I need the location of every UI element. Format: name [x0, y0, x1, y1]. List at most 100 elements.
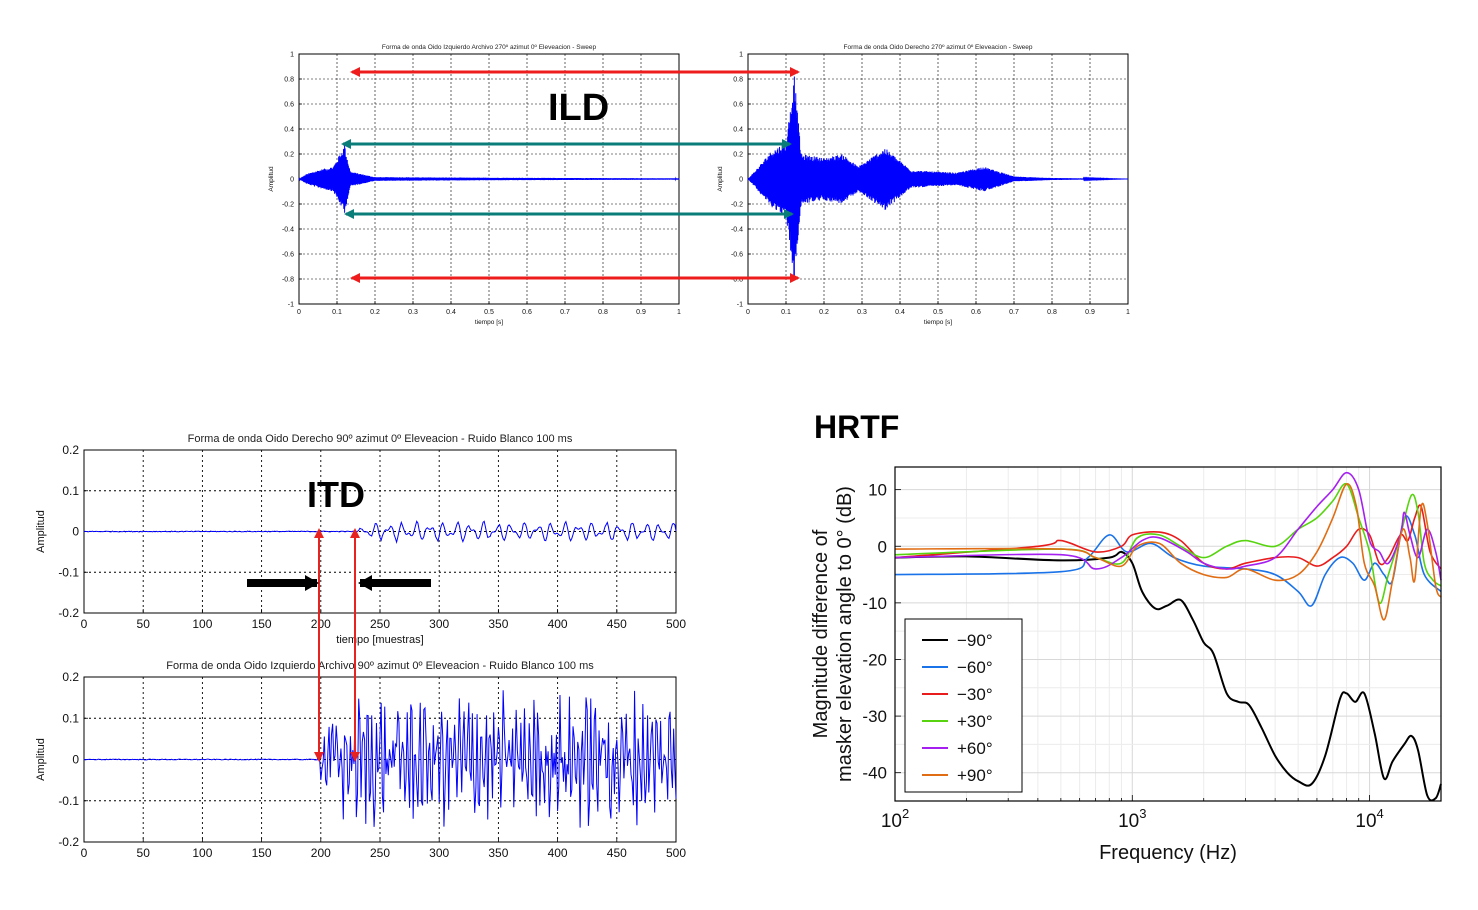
x-tick-base: 10 [1355, 811, 1376, 832]
x-tick-label: 0.9 [636, 309, 646, 316]
y-tick-label: 0.1 [62, 484, 79, 498]
y-tick-label: 0.2 [733, 151, 743, 158]
x-tick-label: 350 [488, 846, 508, 860]
x-tick-label: 103 [1118, 806, 1146, 832]
series-line [894, 550, 1442, 802]
series-line [894, 482, 1442, 605]
legend-label: +60° [957, 739, 993, 758]
plot-frame [894, 466, 1442, 802]
y-tick-label: 0.1 [62, 711, 79, 725]
y-axis-label: Amplitud [35, 738, 47, 781]
x-tick-label: 0 [297, 309, 301, 316]
x-tick-label: 0.5 [484, 309, 494, 316]
x-tick-label: 250 [370, 846, 390, 860]
y-tick-label: 0 [878, 537, 887, 556]
chart-title: Forma de onda Oido Derecho 90º azimut 0º… [188, 433, 573, 445]
y-tick-label: -0.6 [282, 251, 294, 258]
x-tick-label: 0.8 [1047, 309, 1057, 316]
x-tick-label: 0.2 [819, 309, 829, 316]
x-tick-label: 200 [311, 617, 331, 631]
sweep-left-chart: 0 0.1 0.2 0.3 0.4 0.5 0.6 0.7 0.8 0.9 1 1 0.8 0.6 0.4 0… [268, 44, 681, 326]
hrtf-label: HRTF [814, 409, 899, 445]
x-tick-label: 250 [370, 617, 390, 631]
y-tick-label: -0.1 [58, 794, 79, 808]
x-tick-label: 150 [252, 846, 272, 860]
y-tick-label: 0 [290, 176, 294, 183]
chart-title: Forma de onda Oido Izquierdo Archivo 90º… [166, 660, 594, 672]
legend-label: +30° [957, 712, 993, 731]
x-tick-label: 0 [81, 846, 88, 860]
y-tick-label: -30 [862, 707, 887, 726]
chart-title: Forma de onda Oido Izquierdo Archivo 270… [382, 44, 597, 51]
y-tick-label: 0.2 [62, 670, 79, 684]
sweep-right-chart: 0 0.1 0.2 0.3 0.4 0.5 0.6 0.7 0.8 0.9 1 1 0.8 0.6 0.4 0… [717, 44, 1130, 326]
x-tick-label: 0 [746, 309, 750, 316]
y-tick-label: -40 [862, 764, 887, 783]
y-tick-label: 10 [868, 481, 887, 500]
x-axis-label: tiempo [muestras] [336, 634, 423, 646]
y-axis-label-line: Magnitude difference of [810, 529, 832, 738]
legend-label: +90° [957, 766, 993, 785]
legend-label: −30° [957, 685, 993, 704]
x-tick-base: 10 [881, 811, 902, 832]
x-tick-label: 0.7 [1009, 309, 1019, 316]
x-tick-label: 50 [137, 846, 151, 860]
y-tick-label: 0 [739, 176, 743, 183]
waveform-line [83, 690, 677, 828]
waveform-line [747, 76, 1128, 277]
y-axis-label: Magnitude difference of masker elevation … [810, 486, 856, 782]
annotations [247, 67, 800, 762]
x-tick-base: 10 [1118, 811, 1139, 832]
y-tick-label: -0.2 [282, 201, 294, 208]
y-tick-label: -1 [737, 301, 743, 308]
plot-frame [83, 449, 677, 614]
x-tick-label: 0.8 [598, 309, 608, 316]
x-tick-label: 500 [666, 617, 686, 631]
y-tick-label: 0.4 [733, 126, 743, 133]
waveform-line [83, 520, 677, 544]
x-tick-label: 500 [666, 846, 686, 860]
x-tick-label: 150 [252, 617, 272, 631]
x-tick-exponent: 2 [902, 806, 909, 821]
y-tick-label: 0.2 [284, 151, 294, 158]
x-axis-label: Frequency (Hz) [1099, 842, 1237, 864]
x-tick-label: 0 [81, 617, 88, 631]
y-tick-label: -1 [288, 301, 294, 308]
y-tick-label: 0 [72, 753, 79, 767]
y-tick-label: 0.4 [284, 126, 294, 133]
x-tick-label: 350 [488, 617, 508, 631]
x-tick-label: 1 [677, 309, 681, 316]
x-tick-label: 0.6 [522, 309, 532, 316]
legend-box [904, 618, 1023, 793]
x-axis-label: tiempo [s] [475, 319, 503, 326]
x-tick-label: 0.3 [857, 309, 867, 316]
x-tick-label: 0.2 [370, 309, 380, 316]
y-axis-label: Amplitud [35, 510, 47, 553]
noise-right-chart: 0 50 100 150 200 250 300 350 400 450 5000.20.10-0.… [35, 433, 686, 646]
y-tick-label: -0.6 [731, 251, 743, 258]
x-tick-exponent: 4 [1377, 806, 1384, 821]
x-tick-label: 0.5 [933, 309, 943, 316]
legend: −90° −60° −30° +30° +60° +90° [904, 618, 1023, 793]
y-tick-label: 0.2 [62, 443, 79, 457]
waveform-line [298, 145, 680, 213]
series-line [894, 471, 1442, 581]
x-tick-label: 300 [429, 617, 449, 631]
x-tick-label: 0.1 [781, 309, 791, 316]
x-tick-label: 1 [1126, 309, 1130, 316]
chart-title: Forma de onda Oido Derecho 270º azimut 0… [843, 44, 1032, 51]
x-tick-label: 0.3 [408, 309, 418, 316]
x-tick-label: 0.4 [895, 309, 905, 316]
x-axis-label: tiempo [s] [924, 319, 952, 326]
y-axis-label: Amplitud [268, 166, 275, 192]
y-tick-label: -0.1 [58, 565, 79, 579]
x-tick-label: 102 [881, 806, 909, 832]
y-tick-label: -0.4 [731, 226, 743, 233]
y-tick-label: 0 [72, 525, 79, 539]
y-tick-label: 0.6 [733, 101, 743, 108]
x-tick-label: 100 [192, 846, 212, 860]
x-tick-label: 450 [607, 617, 627, 631]
y-tick-label: -20 [862, 650, 887, 669]
